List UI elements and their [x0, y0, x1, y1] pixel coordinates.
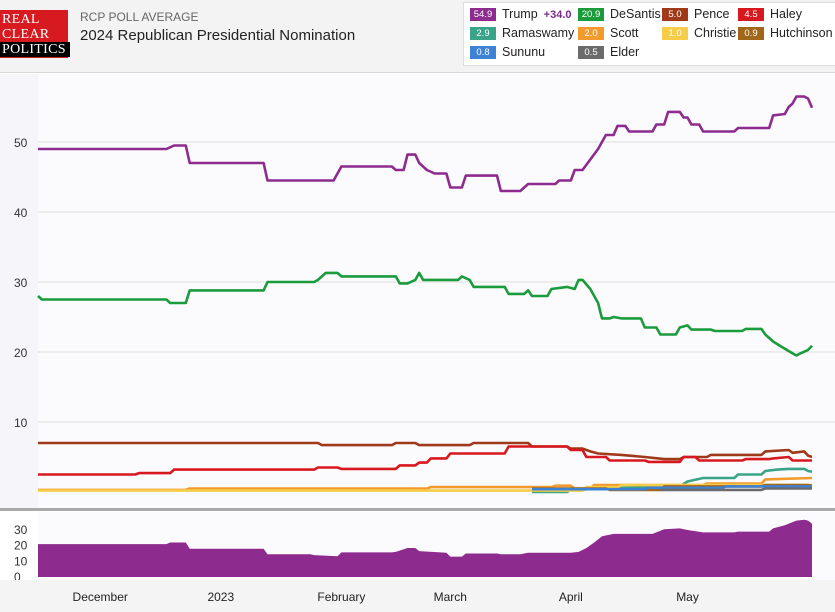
- series-line-scott: [38, 476, 813, 492]
- y-tick-label: 10: [14, 416, 28, 430]
- x-tick-label: May: [676, 590, 699, 604]
- y-tick-label: 20: [14, 346, 28, 360]
- x-tick-label: February: [317, 590, 365, 604]
- series-line-sununu: [532, 485, 812, 491]
- legend-label: Ramaswamy: [502, 26, 575, 40]
- legend-item-trump[interactable]: 54.9 Trump +34.0: [470, 7, 572, 25]
- legend-label: Sununu: [502, 45, 546, 59]
- x-tick-label: March: [434, 590, 467, 604]
- spread-y-tick-label: 0: [14, 570, 21, 584]
- series-line-desantis: [37, 271, 813, 357]
- legend-label: Trump: [502, 7, 538, 21]
- series-line-elder: [660, 487, 812, 492]
- legend-label: Scott: [610, 26, 639, 40]
- series-line-trump: [38, 95, 814, 193]
- legend-label: Haley: [770, 7, 802, 21]
- x-tick-label: April: [559, 590, 583, 604]
- panel-divider: [0, 508, 835, 511]
- legend-value-badge: 2.0: [578, 27, 604, 40]
- logo-line-2: CLEAR: [2, 27, 50, 42]
- legend-label: Christie: [694, 26, 737, 40]
- x-tick-label: 2023: [207, 590, 234, 604]
- legend-value-badge: 0.8: [470, 46, 496, 59]
- logo-line-3: POLITICS: [0, 42, 70, 57]
- legend-item-scott[interactable]: 2.0 Scott: [578, 26, 639, 44]
- series-line-haley: [38, 445, 812, 476]
- legend-label: Elder: [610, 45, 640, 59]
- chart-title: 2024 Republican Presidential Nomination: [80, 27, 356, 44]
- x-axis-band: [0, 580, 835, 612]
- legend-label: Hutchinson: [770, 26, 833, 40]
- legend-value-badge: 5.0: [662, 8, 688, 21]
- legend-value-badge: 54.9: [470, 8, 496, 21]
- legend-item-haley[interactable]: 4.5 Haley: [738, 7, 802, 25]
- legend-item-elder[interactable]: 0.5 Elder: [578, 45, 639, 63]
- series-line-christie: [38, 483, 812, 492]
- rcp-logo: REAL CLEAR POLITICS: [0, 10, 70, 58]
- spread-value: +34.0: [543, 9, 572, 21]
- legend-value-badge: 0.9: [738, 27, 764, 40]
- spread-y-tick-label: 10: [14, 554, 28, 568]
- legend-item-sununu[interactable]: 0.8 Sununu: [470, 45, 545, 63]
- legend-label: Pence: [694, 7, 730, 21]
- logo-line-1: REAL: [2, 12, 40, 27]
- spread-y-tick-label: 20: [14, 539, 28, 553]
- legend-item-ramaswamy[interactable]: 2.9 Ramaswamy: [470, 26, 574, 44]
- legend-value-badge: 2.9: [470, 27, 496, 40]
- x-tick-label: December: [73, 590, 128, 604]
- spread-y-tick-label: 30: [14, 523, 28, 537]
- y-tick-label: 30: [14, 276, 28, 290]
- legend-item-christie[interactable]: 1.0 Christie: [662, 26, 736, 44]
- legend-value-badge: 20.9: [578, 8, 604, 21]
- y-tick-label: 40: [14, 206, 28, 220]
- spread-area: [38, 519, 812, 577]
- legend: 54.9 Trump +34.0 20.9 DeSantis 5.0 Pence 4.5…: [463, 2, 835, 66]
- legend-label: DeSantis: [610, 7, 661, 21]
- legend-value-badge: 4.5: [738, 8, 764, 21]
- legend-item-hutchinson[interactable]: 0.9 Hutchinson: [738, 26, 833, 44]
- series-line-pence: [38, 441, 813, 461]
- legend-value-badge: 0.5: [578, 46, 604, 59]
- chart-subtitle: RCP POLL AVERAGE: [80, 10, 199, 24]
- legend-value-badge: 1.0: [662, 27, 688, 40]
- legend-item-pence[interactable]: 5.0 Pence: [662, 7, 729, 25]
- y-tick-label: 50: [14, 136, 28, 150]
- legend-item-desantis[interactable]: 20.9 DeSantis: [578, 7, 661, 25]
